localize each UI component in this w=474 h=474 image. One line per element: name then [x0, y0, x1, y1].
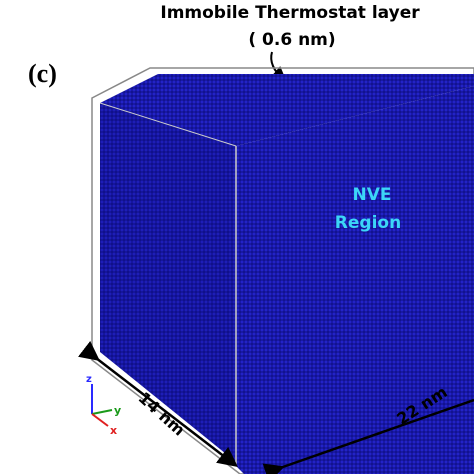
- depth-arrow: [78, 340, 238, 468]
- y-axis: [91, 409, 113, 415]
- edge: [99, 102, 237, 147]
- top-face: [100, 74, 474, 146]
- title: Immobile Thermostat layer: [160, 3, 420, 23]
- z-label: z: [86, 374, 92, 385]
- x-axis: [91, 413, 109, 427]
- side-face: [236, 86, 474, 474]
- region-label: Region: [335, 213, 401, 233]
- x-label: x: [110, 424, 117, 437]
- y-label: y: [114, 404, 121, 417]
- region-label: NVE: [353, 185, 392, 205]
- subtitle: ( 0.6 nm): [248, 30, 335, 50]
- panel-label: (c): [28, 59, 57, 88]
- length-arrow: [262, 398, 474, 474]
